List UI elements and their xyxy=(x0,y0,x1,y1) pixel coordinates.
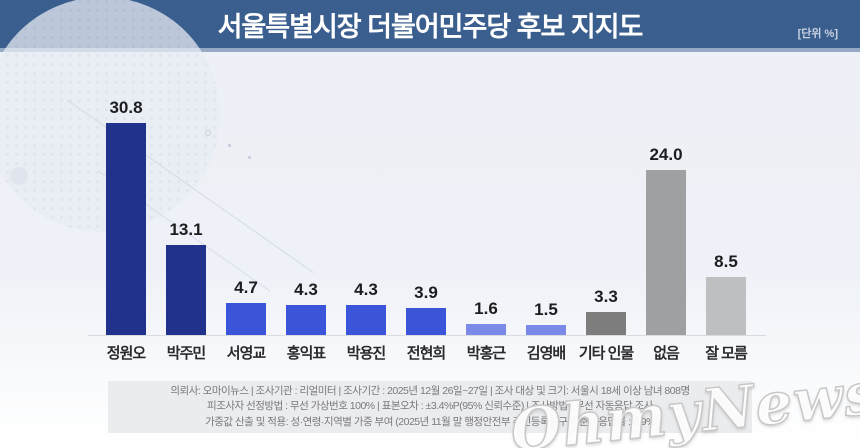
bar xyxy=(526,325,566,335)
bar-group: 24.0 xyxy=(636,60,696,335)
x-axis-line xyxy=(88,335,766,336)
bar-category-label: 박용진 xyxy=(346,345,386,362)
bar xyxy=(706,277,746,335)
bar-value-label: 3.9 xyxy=(414,283,438,302)
bar-value-label: 4.7 xyxy=(234,278,258,297)
survey-info-line: 가중값 산출 및 적용: 성·연령·지역별 가중 부여 (2025년 11월 말… xyxy=(205,415,655,428)
unit-label: [단위 %] xyxy=(797,28,838,40)
bar-group: 3.3 xyxy=(576,60,636,335)
bar-value-label: 24.0 xyxy=(649,145,683,164)
bar-category-label: 서영교 xyxy=(226,345,266,362)
decoration-dot xyxy=(10,167,28,185)
bar xyxy=(226,303,266,335)
bar-value-label: 8.5 xyxy=(714,252,738,271)
bar-group: 13.1 xyxy=(156,60,216,335)
bar-category-label: 전현희 xyxy=(406,345,446,362)
bar-value-label: 30.8 xyxy=(109,98,143,117)
bar-value-label: 1.6 xyxy=(474,299,498,318)
bar-chart: 30.8 13.1 4.7 4.3 4.3 3.9 1.6 1.5 3.3 24.0 8.5 xyxy=(96,60,756,335)
bar-group: 3.9 xyxy=(396,60,456,335)
bar-group: 1.5 xyxy=(516,60,576,335)
bar-group: 4.3 xyxy=(336,60,396,335)
bar-group: 4.3 xyxy=(276,60,336,335)
bar-group: 30.8 xyxy=(96,60,156,335)
bar-value-label: 13.1 xyxy=(169,220,203,239)
bar-category-label: 정원오 xyxy=(106,345,146,362)
bar-group: 4.7 xyxy=(216,60,276,335)
bar-category-label: 잘 모름 xyxy=(705,345,748,362)
bar-category-label: 박홍근 xyxy=(466,345,506,362)
bar-category-label: 없음 xyxy=(653,345,680,362)
bar-group: 1.6 xyxy=(456,60,516,335)
bar xyxy=(166,245,206,335)
bar xyxy=(346,305,386,335)
bar-value-label: 1.5 xyxy=(534,300,558,319)
decoration-dot xyxy=(248,156,251,159)
bar-value-label: 3.3 xyxy=(594,287,618,306)
survey-info-box: 의뢰사: 오마이뉴스 | 조사기관 : 리얼미터 | 조사기간 : 2025년 … xyxy=(108,381,752,433)
category-labels: 정원오 박주민 서영교 홍익표 박용진 전현희 박홍근 김영배 기타 인물 없음 잘 모름 xyxy=(96,342,756,363)
survey-info-line: 의뢰사: 오마이뉴스 | 조사기관 : 리얼미터 | 조사기간 : 2025년 … xyxy=(170,384,690,397)
decoration-dot xyxy=(228,144,231,147)
bar xyxy=(406,308,446,335)
bar xyxy=(466,324,506,335)
bar-value-label: 4.3 xyxy=(354,280,378,299)
bar xyxy=(106,123,146,335)
bar-value-label: 4.3 xyxy=(294,280,318,299)
bar-category-label: 박주민 xyxy=(166,345,206,362)
bar xyxy=(646,170,686,335)
survey-info-line: 피조사자 선정방법 : 무선 가상번호 100% | 표본오차 : ±3.4%P… xyxy=(207,400,653,413)
page-title: 서울특별시장 더불어민주당 후보 지지도 xyxy=(217,11,644,42)
bar xyxy=(286,305,326,335)
decoration-dot xyxy=(205,130,211,136)
bar-category-label: 기타 인물 xyxy=(578,345,634,362)
bar-category-label: 김영배 xyxy=(526,345,566,362)
bar xyxy=(586,312,626,335)
bar-group: 8.5 xyxy=(696,60,756,335)
bar-category-label: 홍익표 xyxy=(286,345,326,362)
